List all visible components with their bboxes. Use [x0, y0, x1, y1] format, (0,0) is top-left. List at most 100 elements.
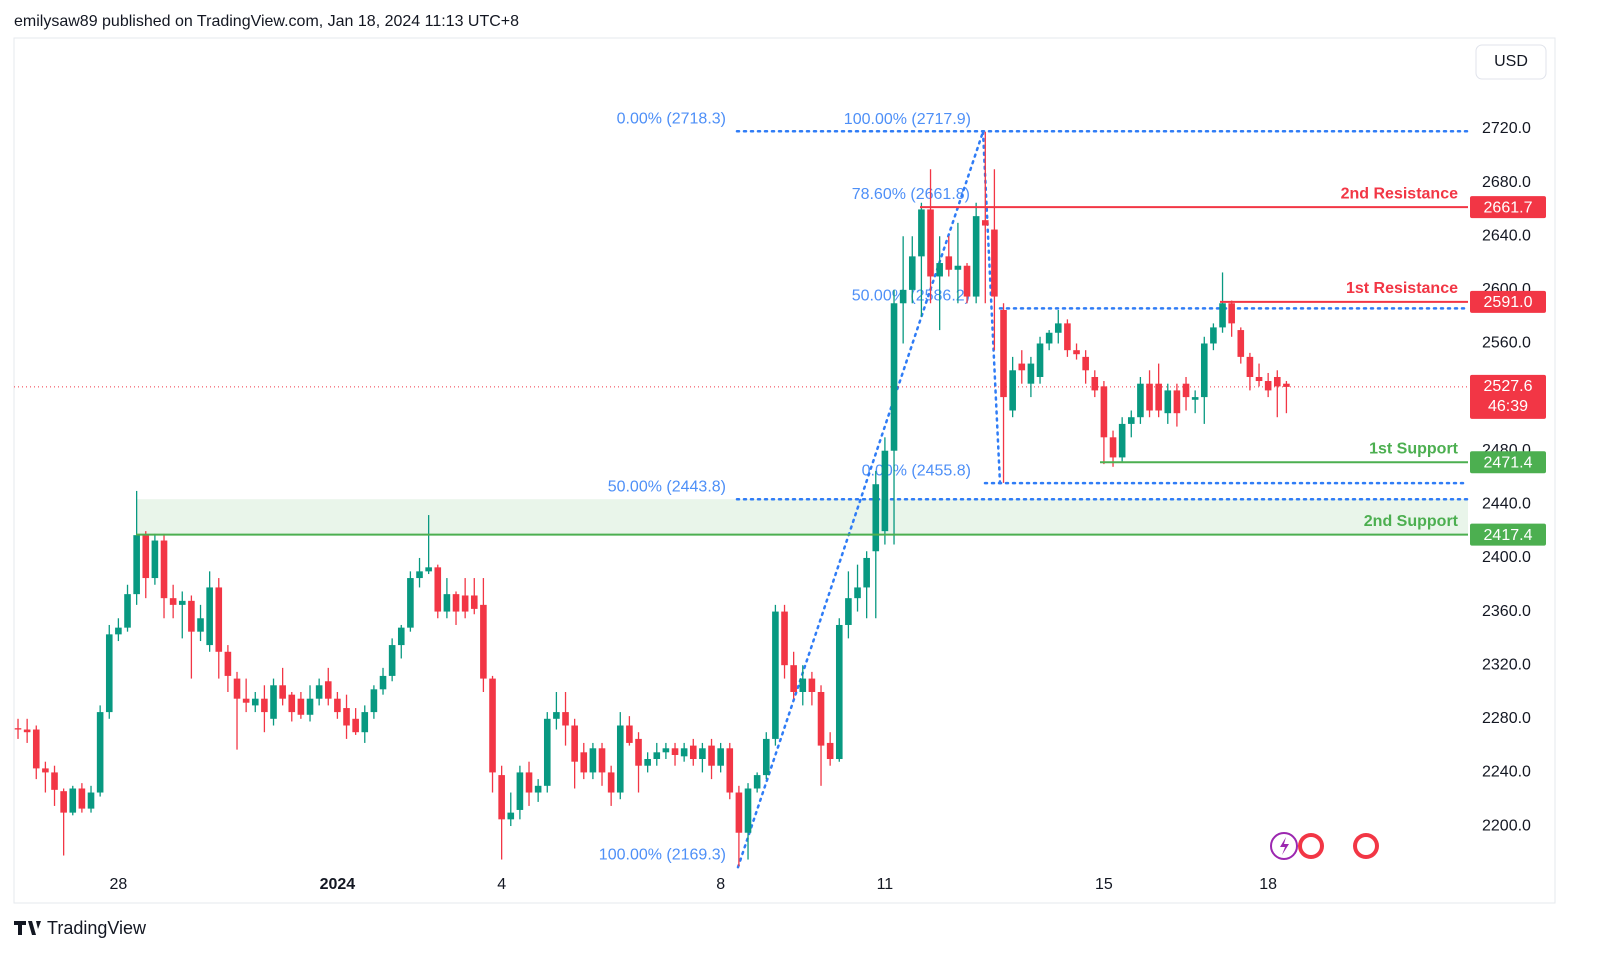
candle-body — [1228, 303, 1235, 324]
candle-body — [689, 745, 697, 760]
currency-button[interactable] — [1475, 44, 1547, 80]
candle-body — [1200, 343, 1208, 398]
candle-body — [963, 265, 971, 297]
candle-body — [1173, 390, 1181, 414]
candle-body — [169, 598, 177, 605]
candle-body — [726, 748, 734, 793]
candle-body — [160, 540, 168, 599]
candle-body — [845, 598, 852, 625]
candle-body — [306, 698, 314, 715]
header-title: emilysaw89 published on TradingView.com,… — [14, 13, 519, 30]
candle-body — [32, 729, 40, 769]
candle-body — [1146, 383, 1153, 411]
candle-body — [945, 256, 953, 270]
candle-body — [124, 594, 131, 628]
candle-body — [562, 712, 569, 726]
candle-body — [1045, 332, 1053, 344]
candle-body — [662, 748, 670, 753]
candle-body — [480, 604, 487, 679]
candle-body — [334, 698, 341, 713]
candle-body — [735, 792, 743, 833]
candle-body — [51, 772, 58, 790]
candle-body — [1018, 363, 1026, 371]
candle-body — [242, 698, 250, 703]
candle-body — [1210, 327, 1217, 344]
candle-body — [1109, 437, 1117, 458]
candle-body — [1091, 376, 1099, 391]
candle-body — [1219, 303, 1226, 328]
candle-body — [42, 768, 49, 773]
candle-body — [397, 627, 405, 646]
level-tag — [1470, 451, 1546, 474]
candle-body — [616, 725, 624, 793]
event-icons — [1270, 832, 1379, 860]
candle-body — [507, 812, 515, 820]
candle-body — [1155, 383, 1162, 411]
candle-body — [261, 698, 268, 713]
candle-body — [352, 718, 359, 733]
candle-body — [188, 600, 195, 632]
candle-body — [708, 745, 715, 766]
candle-body — [680, 748, 688, 757]
candle-body — [1191, 397, 1199, 400]
x-tick-label: 2024 — [320, 876, 356, 893]
candle-body — [425, 567, 432, 572]
countdown-label: 46:39 — [1488, 398, 1528, 415]
currency-label[interactable]: USD — [1494, 53, 1528, 70]
candle-body — [1036, 343, 1044, 377]
x-tick-label: 18 — [1259, 876, 1277, 893]
candle-body — [498, 775, 505, 820]
candle-body — [972, 216, 980, 297]
candle-body — [133, 535, 140, 595]
candle-body — [890, 303, 898, 451]
candle-body — [580, 752, 588, 773]
y-tick-label: 2320.0 — [1482, 656, 1531, 673]
fib-label: 50.00% (2586.2) — [852, 288, 970, 305]
level-name: 1st Support — [1369, 440, 1459, 457]
y-tick-label: 2240.0 — [1482, 764, 1531, 781]
candle-body — [516, 772, 524, 810]
candle-body — [534, 785, 542, 793]
candle-body — [1127, 417, 1135, 424]
level-tag — [1470, 523, 1546, 546]
candle-body — [863, 557, 870, 588]
chart-frame — [13, 37, 1556, 904]
candle-body — [635, 738, 642, 766]
candle-body — [762, 738, 770, 776]
candle-body — [699, 748, 706, 760]
candle-body — [872, 484, 880, 552]
candle-body — [206, 587, 213, 646]
y-tick-label: 2680.0 — [1482, 174, 1531, 191]
y-tick-label: 2640.0 — [1482, 227, 1531, 244]
candle-body — [808, 678, 816, 692]
candle-body — [443, 594, 451, 612]
candle-body — [251, 698, 259, 706]
candle-body — [96, 712, 104, 793]
candle-body — [781, 611, 788, 666]
fib-label: 0.00% (2718.3) — [617, 111, 726, 128]
candle-body — [115, 627, 122, 635]
x-tick-label: 11 — [877, 876, 894, 893]
y-tick-label: 2400.0 — [1482, 549, 1531, 566]
candle-body — [470, 595, 478, 609]
candle-body — [60, 791, 67, 813]
fib-label: 100.00% (2717.9) — [844, 111, 971, 128]
candle-body — [69, 788, 77, 813]
candle-body — [626, 725, 633, 743]
level-tag — [1470, 196, 1546, 219]
candle-body — [1054, 323, 1062, 333]
candle-body — [817, 691, 825, 746]
candle-body — [936, 263, 943, 277]
level-name: 2nd Resistance — [1341, 185, 1458, 202]
candle-body — [981, 220, 989, 226]
candle-body — [297, 698, 305, 715]
candle-body — [14, 728, 22, 730]
last-price-tag — [1470, 374, 1546, 419]
candle-body — [315, 685, 323, 699]
candle-body — [543, 718, 551, 786]
candle-body — [416, 571, 423, 579]
x-tick-label: 8 — [716, 876, 725, 893]
candle-body — [87, 792, 95, 809]
level-tag — [1470, 290, 1546, 313]
candle-body — [918, 209, 925, 257]
